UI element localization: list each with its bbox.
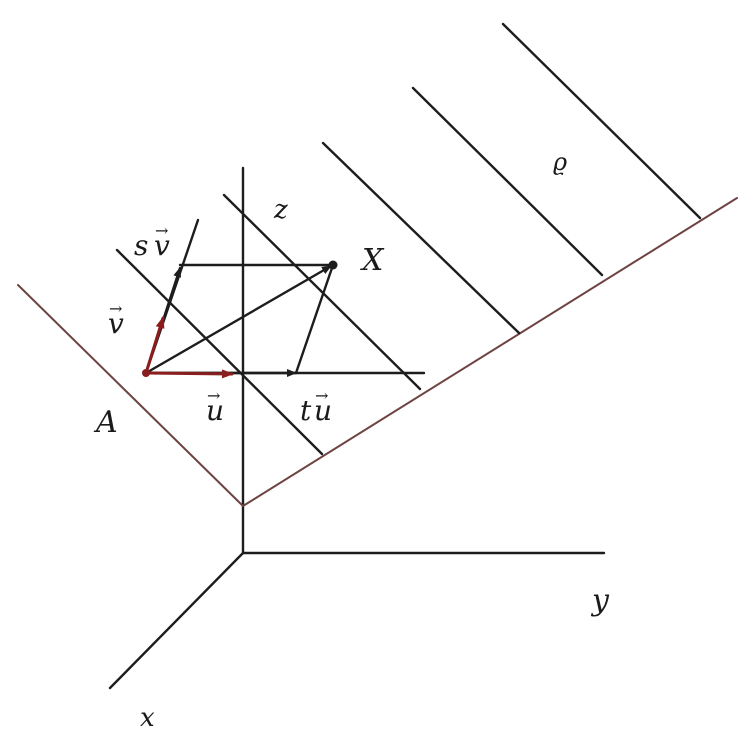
basis-vectors xyxy=(144,316,234,379)
sv-vector-letter: v xyxy=(154,229,170,262)
point-x-dot xyxy=(328,260,338,270)
axis-x-line xyxy=(108,551,245,690)
diagonal-ax xyxy=(144,264,333,375)
sv-arrow-icon: → xyxy=(155,221,168,240)
plane-boundary xyxy=(17,197,738,507)
hatch-line xyxy=(411,86,604,277)
tu-label: t u → xyxy=(300,386,332,427)
plane-edge-left xyxy=(17,284,244,507)
axis-y-label: y xyxy=(590,583,610,618)
hatch-line xyxy=(222,193,422,391)
u-vector-letter: u xyxy=(206,394,224,427)
side-right xyxy=(294,263,335,375)
coordinate-axes xyxy=(108,166,606,690)
hatch-line xyxy=(321,141,521,335)
tu-arrow-icon: → xyxy=(315,386,328,405)
vector-u-arrow xyxy=(144,369,234,379)
hatch-line xyxy=(115,248,324,456)
labels: ϱ X A z y x s v → v → u → t u → xyxy=(93,148,610,733)
v-label: v → xyxy=(108,299,124,340)
plane-label: ϱ xyxy=(553,148,567,176)
point-a-label: A xyxy=(93,405,118,440)
tu-vector-letter: u xyxy=(314,394,332,427)
point-x-label: X xyxy=(360,243,385,278)
vector-v-arrow xyxy=(144,316,165,375)
axis-z-label: z xyxy=(273,195,288,225)
v-arrow-icon: → xyxy=(109,299,122,318)
v-vector-letter: v xyxy=(108,307,124,340)
sv-label: s v → xyxy=(134,221,170,262)
hatch-line xyxy=(501,22,702,220)
point-a-dot xyxy=(142,369,150,377)
u-arrow-icon: → xyxy=(207,386,220,405)
sv-coef: s xyxy=(134,229,148,262)
tu-coef: t xyxy=(300,394,312,427)
axis-x-label: x xyxy=(140,703,155,733)
plane-hatching xyxy=(115,22,702,456)
plane-edge-right xyxy=(242,197,738,507)
u-label: u → xyxy=(206,386,224,427)
